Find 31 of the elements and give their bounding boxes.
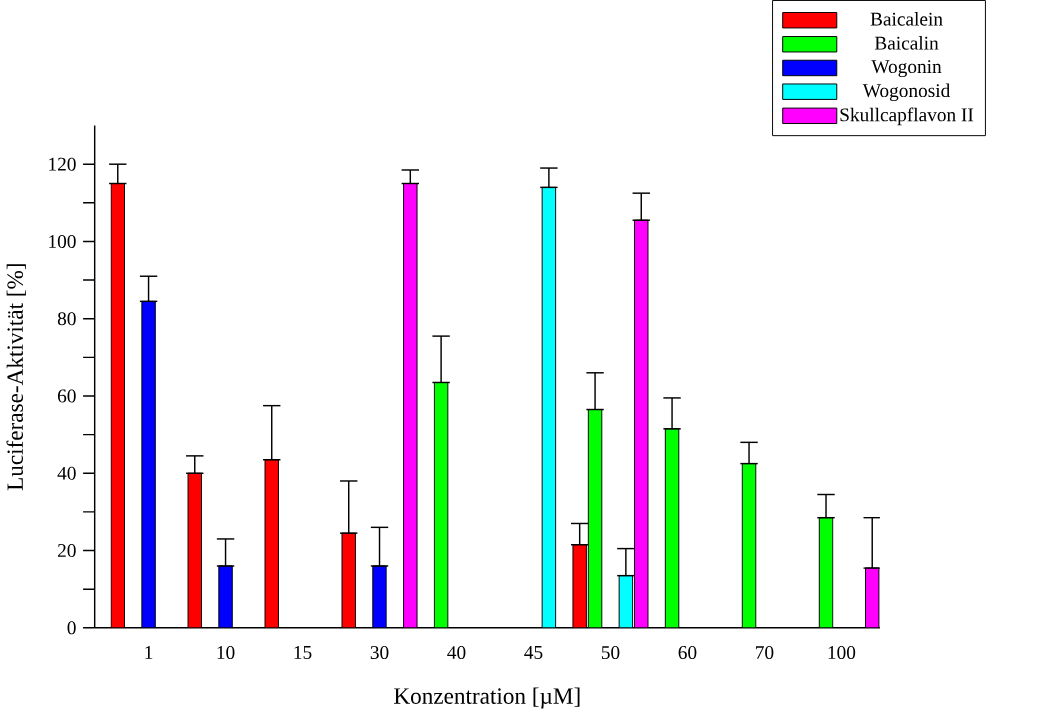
y-tick-label: 100 <box>49 234 76 248</box>
y-tick-label: 80 <box>57 312 76 326</box>
y-tick-label: 60 <box>57 389 76 403</box>
x-tick-label: 100 <box>828 646 856 660</box>
x-tick-label: 15 <box>294 646 312 659</box>
x-tick-label: 30 <box>370 646 389 660</box>
bar <box>264 459 279 628</box>
x-tick-label: 10 <box>217 646 235 660</box>
bar <box>664 428 680 628</box>
bar <box>572 544 587 628</box>
x-tick-label: 70 <box>756 646 774 660</box>
x-tick-label: 50 <box>601 646 620 660</box>
bar <box>141 300 156 628</box>
x-tick-label: 1 <box>145 646 153 659</box>
bar <box>218 565 233 628</box>
bar <box>372 565 387 628</box>
y-tick-label: 20 <box>57 544 76 558</box>
y-tick-label: 120 <box>49 157 76 171</box>
y-tick-label: 0 <box>67 621 76 635</box>
legend-label: Wogonin <box>871 60 942 78</box>
x-tick-label: 40 <box>447 646 466 660</box>
y-tick-label: 40 <box>57 466 76 480</box>
legend-label: Wogonosid <box>862 83 951 102</box>
legend-label: Baicalein <box>870 12 943 26</box>
bar <box>864 567 880 628</box>
legend-label: Baicalin <box>874 36 939 50</box>
x-tick-label: 45 <box>524 646 543 659</box>
y-axis-title: Luciferase-Aktivität [%] <box>6 264 26 491</box>
legend-label: Skullcapflavon II <box>840 107 974 126</box>
x-axis-title: Konzentration [µM] <box>394 687 580 709</box>
x-tick-label: 60 <box>678 646 697 660</box>
